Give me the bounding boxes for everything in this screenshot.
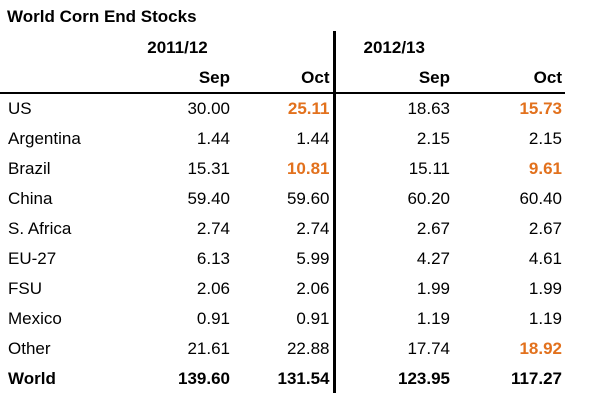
- cell-value: 10.81: [286, 159, 330, 178]
- year-group-2012-13: 2012/13: [332, 31, 453, 62]
- filler-cell: [565, 303, 603, 333]
- row-label: World: [8, 369, 56, 388]
- cell-value: 2.15: [528, 129, 562, 148]
- page-title: World Corn End Stocks: [7, 7, 197, 26]
- row-label: FSU: [8, 279, 42, 298]
- cell-value: 15.31: [187, 159, 230, 178]
- table-body: US 30.00 25.11 18.63 15.73 Argentina 1.44 1.44 2…: [0, 93, 603, 393]
- table-row: World 139.60 131.54 123.95 117.27: [0, 363, 603, 393]
- cell-value: 60.20: [332, 183, 453, 213]
- filler-cell: [565, 62, 603, 93]
- cell-value: 1.44: [296, 129, 330, 148]
- cell-value: 59.60: [286, 189, 330, 208]
- table-row: EU-27 6.13 5.99 4.27 4.61: [0, 243, 603, 273]
- cell-value: 117.27: [510, 369, 562, 388]
- cell-value: 60.40: [519, 189, 562, 208]
- cell-value: 2.06: [296, 279, 330, 298]
- cell-value: 30.00: [187, 99, 230, 118]
- filler-cell: [565, 243, 603, 273]
- filler-cell: [565, 333, 603, 363]
- row-label: Argentina: [8, 129, 81, 148]
- table-row: Other 21.61 22.88 17.74 18.92: [0, 333, 603, 363]
- row-label: Other: [8, 339, 51, 358]
- filler-cell: [565, 153, 603, 183]
- cell-value: 21.61: [187, 339, 230, 358]
- cell-value: 1.19: [332, 303, 453, 333]
- table-row: S. Africa 2.74 2.74 2.67 2.67: [0, 213, 603, 243]
- cell-value: 2.06: [196, 279, 230, 298]
- cell-value: 9.61: [528, 159, 562, 178]
- empty-cell: [453, 31, 565, 62]
- cell-value: 1.99: [332, 273, 453, 303]
- cell-value: 25.11: [287, 99, 330, 118]
- cell-value: 4.61: [528, 249, 562, 268]
- cell-value: 15.73: [519, 99, 562, 118]
- table-row: Brazil 15.31 10.81 15.11 9.61: [0, 153, 603, 183]
- cell-value: 123.95: [332, 363, 453, 393]
- end-stocks-table: 2011/12 2012/13 Sep Oct Sep Oct US 30.00 2…: [0, 31, 603, 393]
- column-header-oct-1: Oct: [233, 62, 334, 94]
- cell-value: 131.54: [277, 369, 330, 388]
- row-label: S. Africa: [8, 219, 72, 238]
- cell-value: 22.88: [286, 339, 330, 358]
- filler-cell: [565, 363, 603, 393]
- filler-cell: [565, 183, 603, 213]
- cell-value: 1.44: [196, 129, 230, 148]
- table-row: Mexico 0.91 0.91 1.19 1.19: [0, 303, 603, 333]
- cell-value: 2.74: [196, 219, 230, 238]
- cell-value: 0.91: [296, 309, 330, 328]
- cell-value: 18.63: [332, 93, 453, 123]
- filler-cell: [565, 213, 603, 243]
- table-row: FSU 2.06 2.06 1.99 1.99: [0, 273, 603, 303]
- column-header-sep-1: Sep: [122, 62, 233, 94]
- cell-value: 15.11: [332, 153, 453, 183]
- filler-cell: [565, 273, 603, 303]
- cell-value: 2.74: [296, 219, 330, 238]
- cell-value: 17.74: [332, 333, 453, 363]
- cell-value: 1.99: [528, 279, 562, 298]
- row-label: Mexico: [8, 309, 62, 328]
- cell-value: 0.91: [196, 309, 230, 328]
- column-header-oct-2: Oct: [453, 62, 565, 94]
- corner-cell: [0, 62, 122, 94]
- row-label: Brazil: [8, 159, 51, 178]
- month-header-row: Sep Oct Sep Oct: [0, 62, 603, 94]
- filler-cell: [565, 31, 603, 62]
- column-header-sep-2: Sep: [332, 62, 453, 94]
- row-label: China: [8, 189, 53, 208]
- cell-value: 18.92: [519, 339, 562, 358]
- empty-cell: [233, 31, 334, 62]
- cell-value: 2.67: [332, 213, 453, 243]
- table-row: China 59.40 59.60 60.20 60.40: [0, 183, 603, 213]
- year-group-2011-12: 2011/12: [147, 38, 208, 57]
- cell-value: 2.15: [332, 123, 453, 153]
- cell-value: 1.19: [528, 309, 562, 328]
- cell-value: 6.13: [196, 249, 230, 268]
- cell-value: 2.67: [528, 219, 562, 238]
- row-label: US: [8, 99, 32, 118]
- filler-cell: [565, 93, 603, 123]
- table-row: Argentina 1.44 1.44 2.15 2.15: [0, 123, 603, 153]
- row-label: EU-27: [8, 249, 57, 268]
- cell-value: 5.99: [296, 249, 330, 268]
- table-row: US 30.00 25.11 18.63 15.73: [0, 93, 603, 123]
- cell-value: 4.27: [332, 243, 453, 273]
- cell-value: 59.40: [187, 189, 230, 208]
- year-header-row: 2011/12 2012/13: [0, 31, 603, 62]
- corner-cell: [0, 31, 122, 62]
- cell-value: 139.60: [178, 369, 230, 388]
- filler-cell: [565, 123, 603, 153]
